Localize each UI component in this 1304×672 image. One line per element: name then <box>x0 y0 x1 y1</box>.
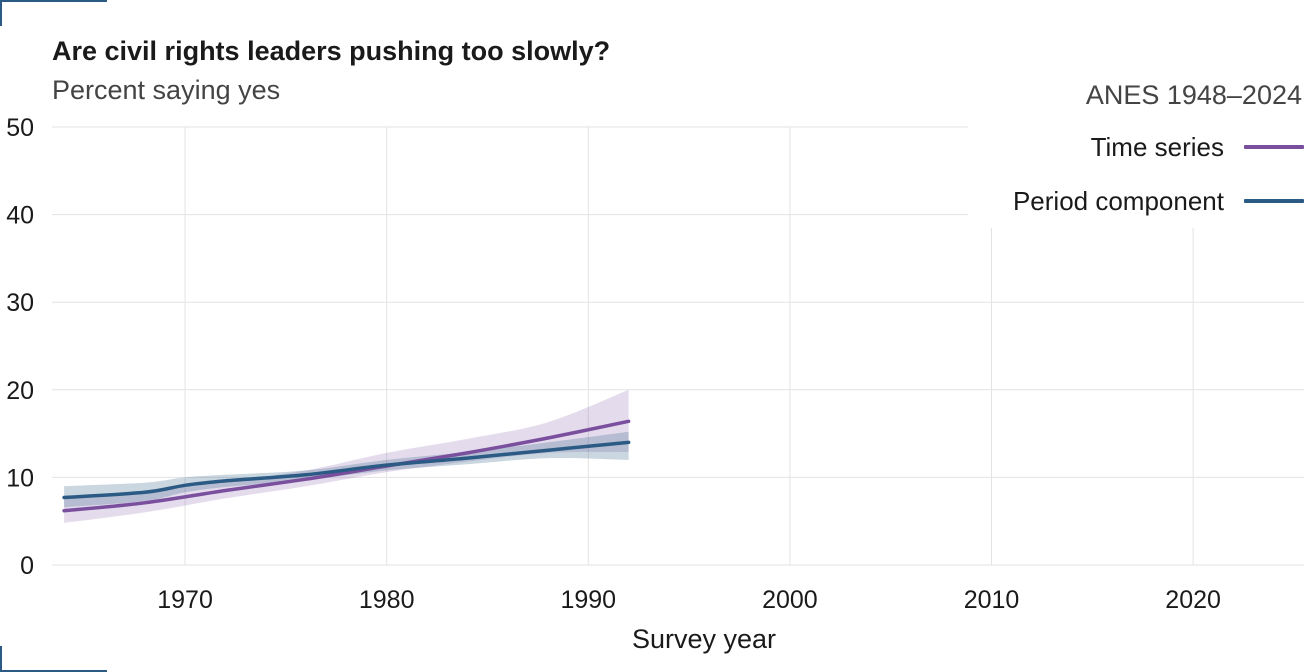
x-tick-label: 1970 <box>157 586 213 614</box>
legend-background <box>968 78 1304 228</box>
y-tick-label: 50 <box>6 114 34 142</box>
legend-swatch <box>1244 199 1304 203</box>
x-tick-label: 2000 <box>762 586 818 614</box>
series-line-time-series <box>62 419 631 513</box>
chart-title: Are civil rights leaders pushing too slo… <box>52 36 611 66</box>
legend-label: Time series <box>1090 131 1224 162</box>
y-tick-label: 30 <box>6 289 34 317</box>
x-tick-label: 1990 <box>560 586 616 614</box>
y-tick-label: 40 <box>6 202 34 230</box>
x-tick-label: 2010 <box>964 586 1020 614</box>
x-tick-label: 1980 <box>359 586 415 614</box>
series-line-period-component <box>62 440 631 500</box>
y-tick-label: 20 <box>6 377 34 405</box>
chart-subtitle: Percent saying yes <box>52 75 281 105</box>
y-tick-label: 10 <box>6 464 34 492</box>
x-tick-label: 2020 <box>1165 586 1221 614</box>
legend-item-period-component: Period component <box>1013 186 1304 216</box>
legend-item-time-series: Time series <box>1091 132 1304 162</box>
frame-corner-top <box>0 0 107 26</box>
legend-label: Period component <box>1012 185 1224 216</box>
legend-swatch <box>1244 145 1304 149</box>
confidence-band-time-series <box>64 389 629 523</box>
y-tick-label: 0 <box>20 552 34 580</box>
x-axis-title: Survey year <box>632 624 776 654</box>
legend-title: ANES 1948–2024 <box>1085 80 1302 110</box>
